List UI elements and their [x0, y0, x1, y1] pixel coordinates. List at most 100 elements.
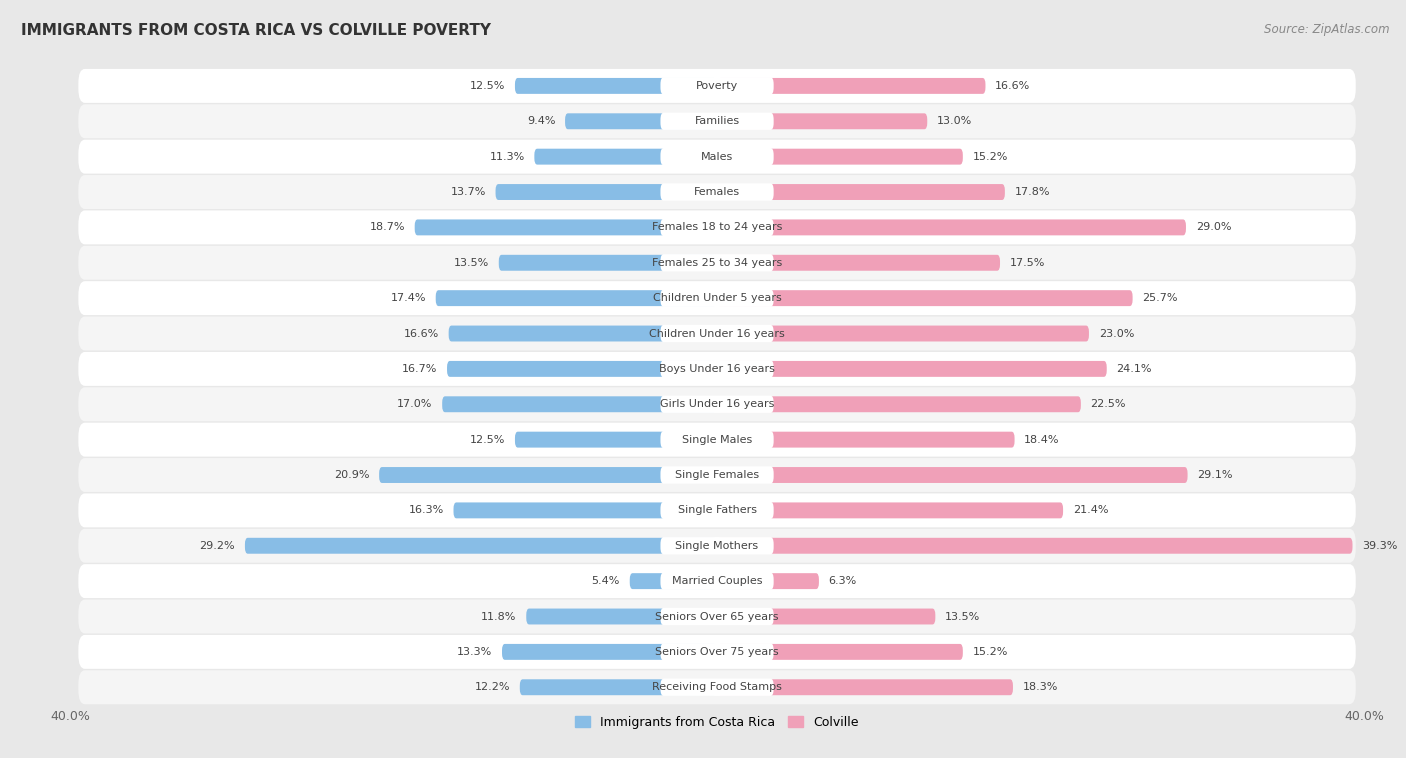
FancyBboxPatch shape — [717, 255, 1000, 271]
FancyBboxPatch shape — [661, 396, 773, 413]
Text: Females 25 to 34 years: Females 25 to 34 years — [652, 258, 782, 268]
FancyBboxPatch shape — [79, 670, 1355, 704]
Text: 18.7%: 18.7% — [370, 222, 405, 233]
Text: 11.8%: 11.8% — [481, 612, 516, 622]
FancyBboxPatch shape — [502, 644, 717, 660]
FancyBboxPatch shape — [717, 644, 963, 660]
FancyBboxPatch shape — [79, 564, 1355, 598]
FancyBboxPatch shape — [661, 77, 773, 95]
Text: Males: Males — [702, 152, 733, 161]
FancyBboxPatch shape — [661, 148, 773, 165]
FancyBboxPatch shape — [661, 325, 773, 342]
Text: 17.8%: 17.8% — [1015, 187, 1050, 197]
FancyBboxPatch shape — [661, 466, 773, 484]
FancyBboxPatch shape — [79, 246, 1355, 280]
FancyBboxPatch shape — [661, 431, 773, 448]
FancyBboxPatch shape — [661, 502, 773, 519]
Text: Single Fathers: Single Fathers — [678, 506, 756, 515]
FancyBboxPatch shape — [717, 184, 1005, 200]
Text: 16.7%: 16.7% — [402, 364, 437, 374]
FancyBboxPatch shape — [79, 281, 1355, 315]
FancyBboxPatch shape — [526, 609, 717, 625]
Text: Single Males: Single Males — [682, 434, 752, 445]
FancyBboxPatch shape — [79, 105, 1355, 138]
Text: 13.5%: 13.5% — [454, 258, 489, 268]
Text: 6.3%: 6.3% — [828, 576, 856, 586]
FancyBboxPatch shape — [717, 220, 1187, 236]
FancyBboxPatch shape — [717, 114, 928, 130]
FancyBboxPatch shape — [79, 458, 1355, 492]
Text: Single Females: Single Females — [675, 470, 759, 480]
Text: Families: Families — [695, 116, 740, 127]
FancyBboxPatch shape — [661, 644, 773, 660]
Text: 9.4%: 9.4% — [527, 116, 555, 127]
Text: 16.6%: 16.6% — [404, 328, 439, 339]
Text: 17.5%: 17.5% — [1010, 258, 1045, 268]
FancyBboxPatch shape — [79, 317, 1355, 350]
FancyBboxPatch shape — [245, 538, 717, 554]
Text: Seniors Over 75 years: Seniors Over 75 years — [655, 647, 779, 657]
FancyBboxPatch shape — [717, 432, 1015, 448]
FancyBboxPatch shape — [495, 184, 717, 200]
FancyBboxPatch shape — [79, 139, 1355, 174]
FancyBboxPatch shape — [534, 149, 717, 164]
FancyBboxPatch shape — [661, 572, 773, 590]
Text: 12.5%: 12.5% — [470, 434, 505, 445]
Text: Single Mothers: Single Mothers — [675, 540, 759, 551]
FancyBboxPatch shape — [630, 573, 717, 589]
FancyBboxPatch shape — [79, 423, 1355, 456]
FancyBboxPatch shape — [79, 352, 1355, 386]
Text: 12.5%: 12.5% — [470, 81, 505, 91]
FancyBboxPatch shape — [441, 396, 717, 412]
FancyBboxPatch shape — [717, 78, 986, 94]
FancyBboxPatch shape — [717, 503, 1063, 518]
Text: Females 18 to 24 years: Females 18 to 24 years — [652, 222, 782, 233]
Text: IMMIGRANTS FROM COSTA RICA VS COLVILLE POVERTY: IMMIGRANTS FROM COSTA RICA VS COLVILLE P… — [21, 23, 491, 38]
FancyBboxPatch shape — [717, 538, 1353, 554]
FancyBboxPatch shape — [79, 387, 1355, 421]
FancyBboxPatch shape — [380, 467, 717, 483]
FancyBboxPatch shape — [454, 503, 717, 518]
FancyBboxPatch shape — [449, 326, 717, 342]
Text: 22.5%: 22.5% — [1091, 399, 1126, 409]
Text: 13.5%: 13.5% — [945, 612, 980, 622]
Text: 16.6%: 16.6% — [995, 81, 1031, 91]
Text: 5.4%: 5.4% — [592, 576, 620, 586]
Text: 18.3%: 18.3% — [1022, 682, 1059, 692]
Text: 11.3%: 11.3% — [489, 152, 524, 161]
FancyBboxPatch shape — [661, 219, 773, 236]
FancyBboxPatch shape — [661, 608, 773, 625]
FancyBboxPatch shape — [79, 175, 1355, 209]
FancyBboxPatch shape — [661, 290, 773, 307]
FancyBboxPatch shape — [79, 635, 1355, 669]
Text: 17.0%: 17.0% — [396, 399, 433, 409]
FancyBboxPatch shape — [79, 600, 1355, 634]
Text: Children Under 16 years: Children Under 16 years — [650, 328, 785, 339]
Text: Girls Under 16 years: Girls Under 16 years — [659, 399, 775, 409]
Text: Boys Under 16 years: Boys Under 16 years — [659, 364, 775, 374]
FancyBboxPatch shape — [79, 211, 1355, 244]
Text: 20.9%: 20.9% — [335, 470, 370, 480]
Text: 12.2%: 12.2% — [475, 682, 510, 692]
FancyBboxPatch shape — [661, 183, 773, 201]
Text: Source: ZipAtlas.com: Source: ZipAtlas.com — [1264, 23, 1389, 36]
Text: Seniors Over 65 years: Seniors Over 65 years — [655, 612, 779, 622]
Text: 29.1%: 29.1% — [1198, 470, 1233, 480]
FancyBboxPatch shape — [717, 361, 1107, 377]
Text: 29.0%: 29.0% — [1195, 222, 1232, 233]
FancyBboxPatch shape — [79, 493, 1355, 528]
FancyBboxPatch shape — [415, 220, 717, 236]
FancyBboxPatch shape — [79, 69, 1355, 103]
Text: 39.3%: 39.3% — [1362, 540, 1398, 551]
FancyBboxPatch shape — [520, 679, 717, 695]
FancyBboxPatch shape — [79, 529, 1355, 562]
FancyBboxPatch shape — [565, 114, 717, 130]
Text: 16.3%: 16.3% — [409, 506, 444, 515]
Text: Females: Females — [695, 187, 740, 197]
FancyBboxPatch shape — [717, 467, 1188, 483]
Text: 18.4%: 18.4% — [1024, 434, 1060, 445]
Text: 15.2%: 15.2% — [973, 152, 1008, 161]
FancyBboxPatch shape — [661, 537, 773, 554]
Text: 13.0%: 13.0% — [936, 116, 972, 127]
Legend: Immigrants from Costa Rica, Colville: Immigrants from Costa Rica, Colville — [571, 711, 863, 734]
